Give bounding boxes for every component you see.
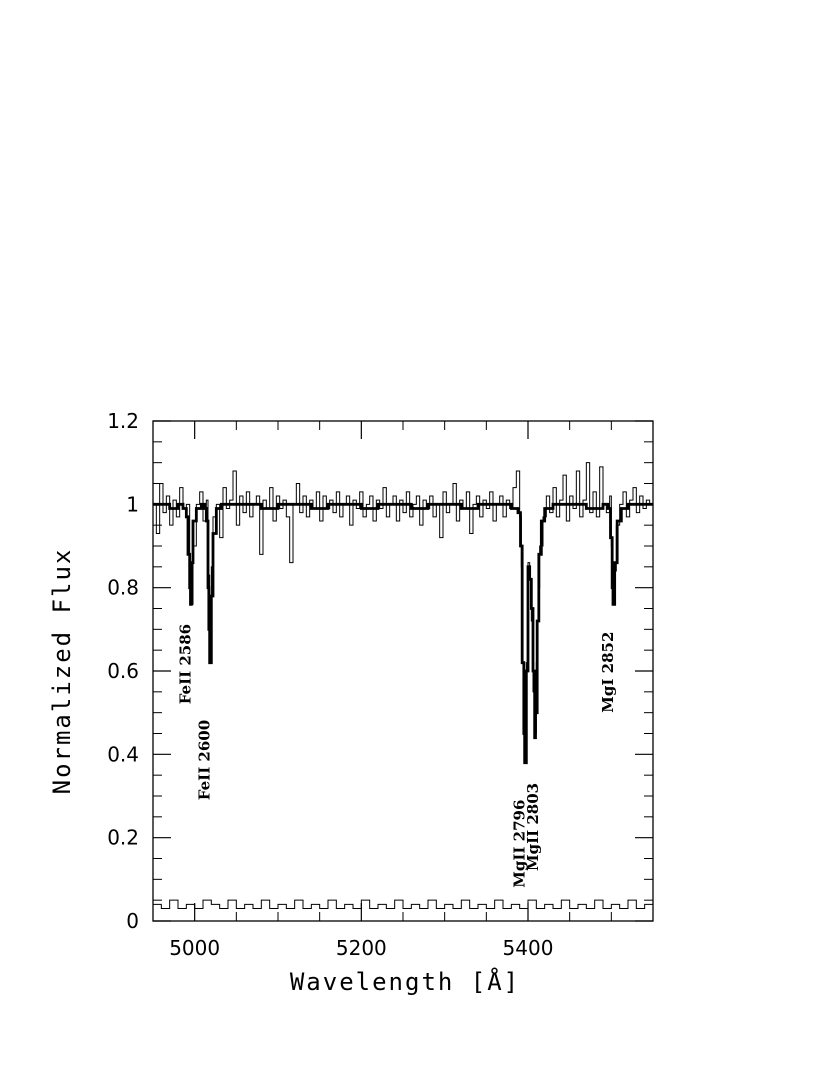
error-spectrum-line (153, 899, 653, 909)
y-tick-label: 1 (126, 492, 139, 516)
line-id-annotation: FeII 2586 (177, 624, 195, 704)
model-fit-line (153, 502, 653, 765)
y-axis-label: Normalized Flux (48, 548, 76, 795)
major-ticks (153, 420, 653, 922)
minor-ticks (152, 421, 654, 921)
x-tick-label: 5200 (336, 936, 387, 960)
tick-labels: 5000 5200 5400 0 0.2 0.4 0.6 0.8 1 1.2 (107, 409, 553, 960)
observed-spectrum-line (153, 462, 653, 764)
x-tick-label: 5400 (503, 936, 554, 960)
y-tick-label: 0.8 (107, 576, 139, 600)
x-tick-label: 5000 (169, 936, 220, 960)
line-id-annotation: MgII 2796 (511, 800, 529, 888)
line-id-annotation: MgII 2803 (524, 783, 542, 871)
x-axis-label: Wavelength [Å] (290, 967, 520, 996)
line-id-annotation: MgI 2852 (599, 632, 617, 713)
plot-frame (152, 420, 654, 922)
line-id-annotation: FeII 2600 (196, 720, 214, 800)
y-tick-label: 0.6 (107, 659, 139, 683)
y-tick-label: 1.2 (107, 409, 139, 433)
series-layer (153, 462, 653, 909)
y-tick-label: 0 (126, 909, 139, 933)
y-tick-label: 0.2 (107, 826, 139, 850)
y-tick-label: 0.4 (107, 742, 139, 766)
